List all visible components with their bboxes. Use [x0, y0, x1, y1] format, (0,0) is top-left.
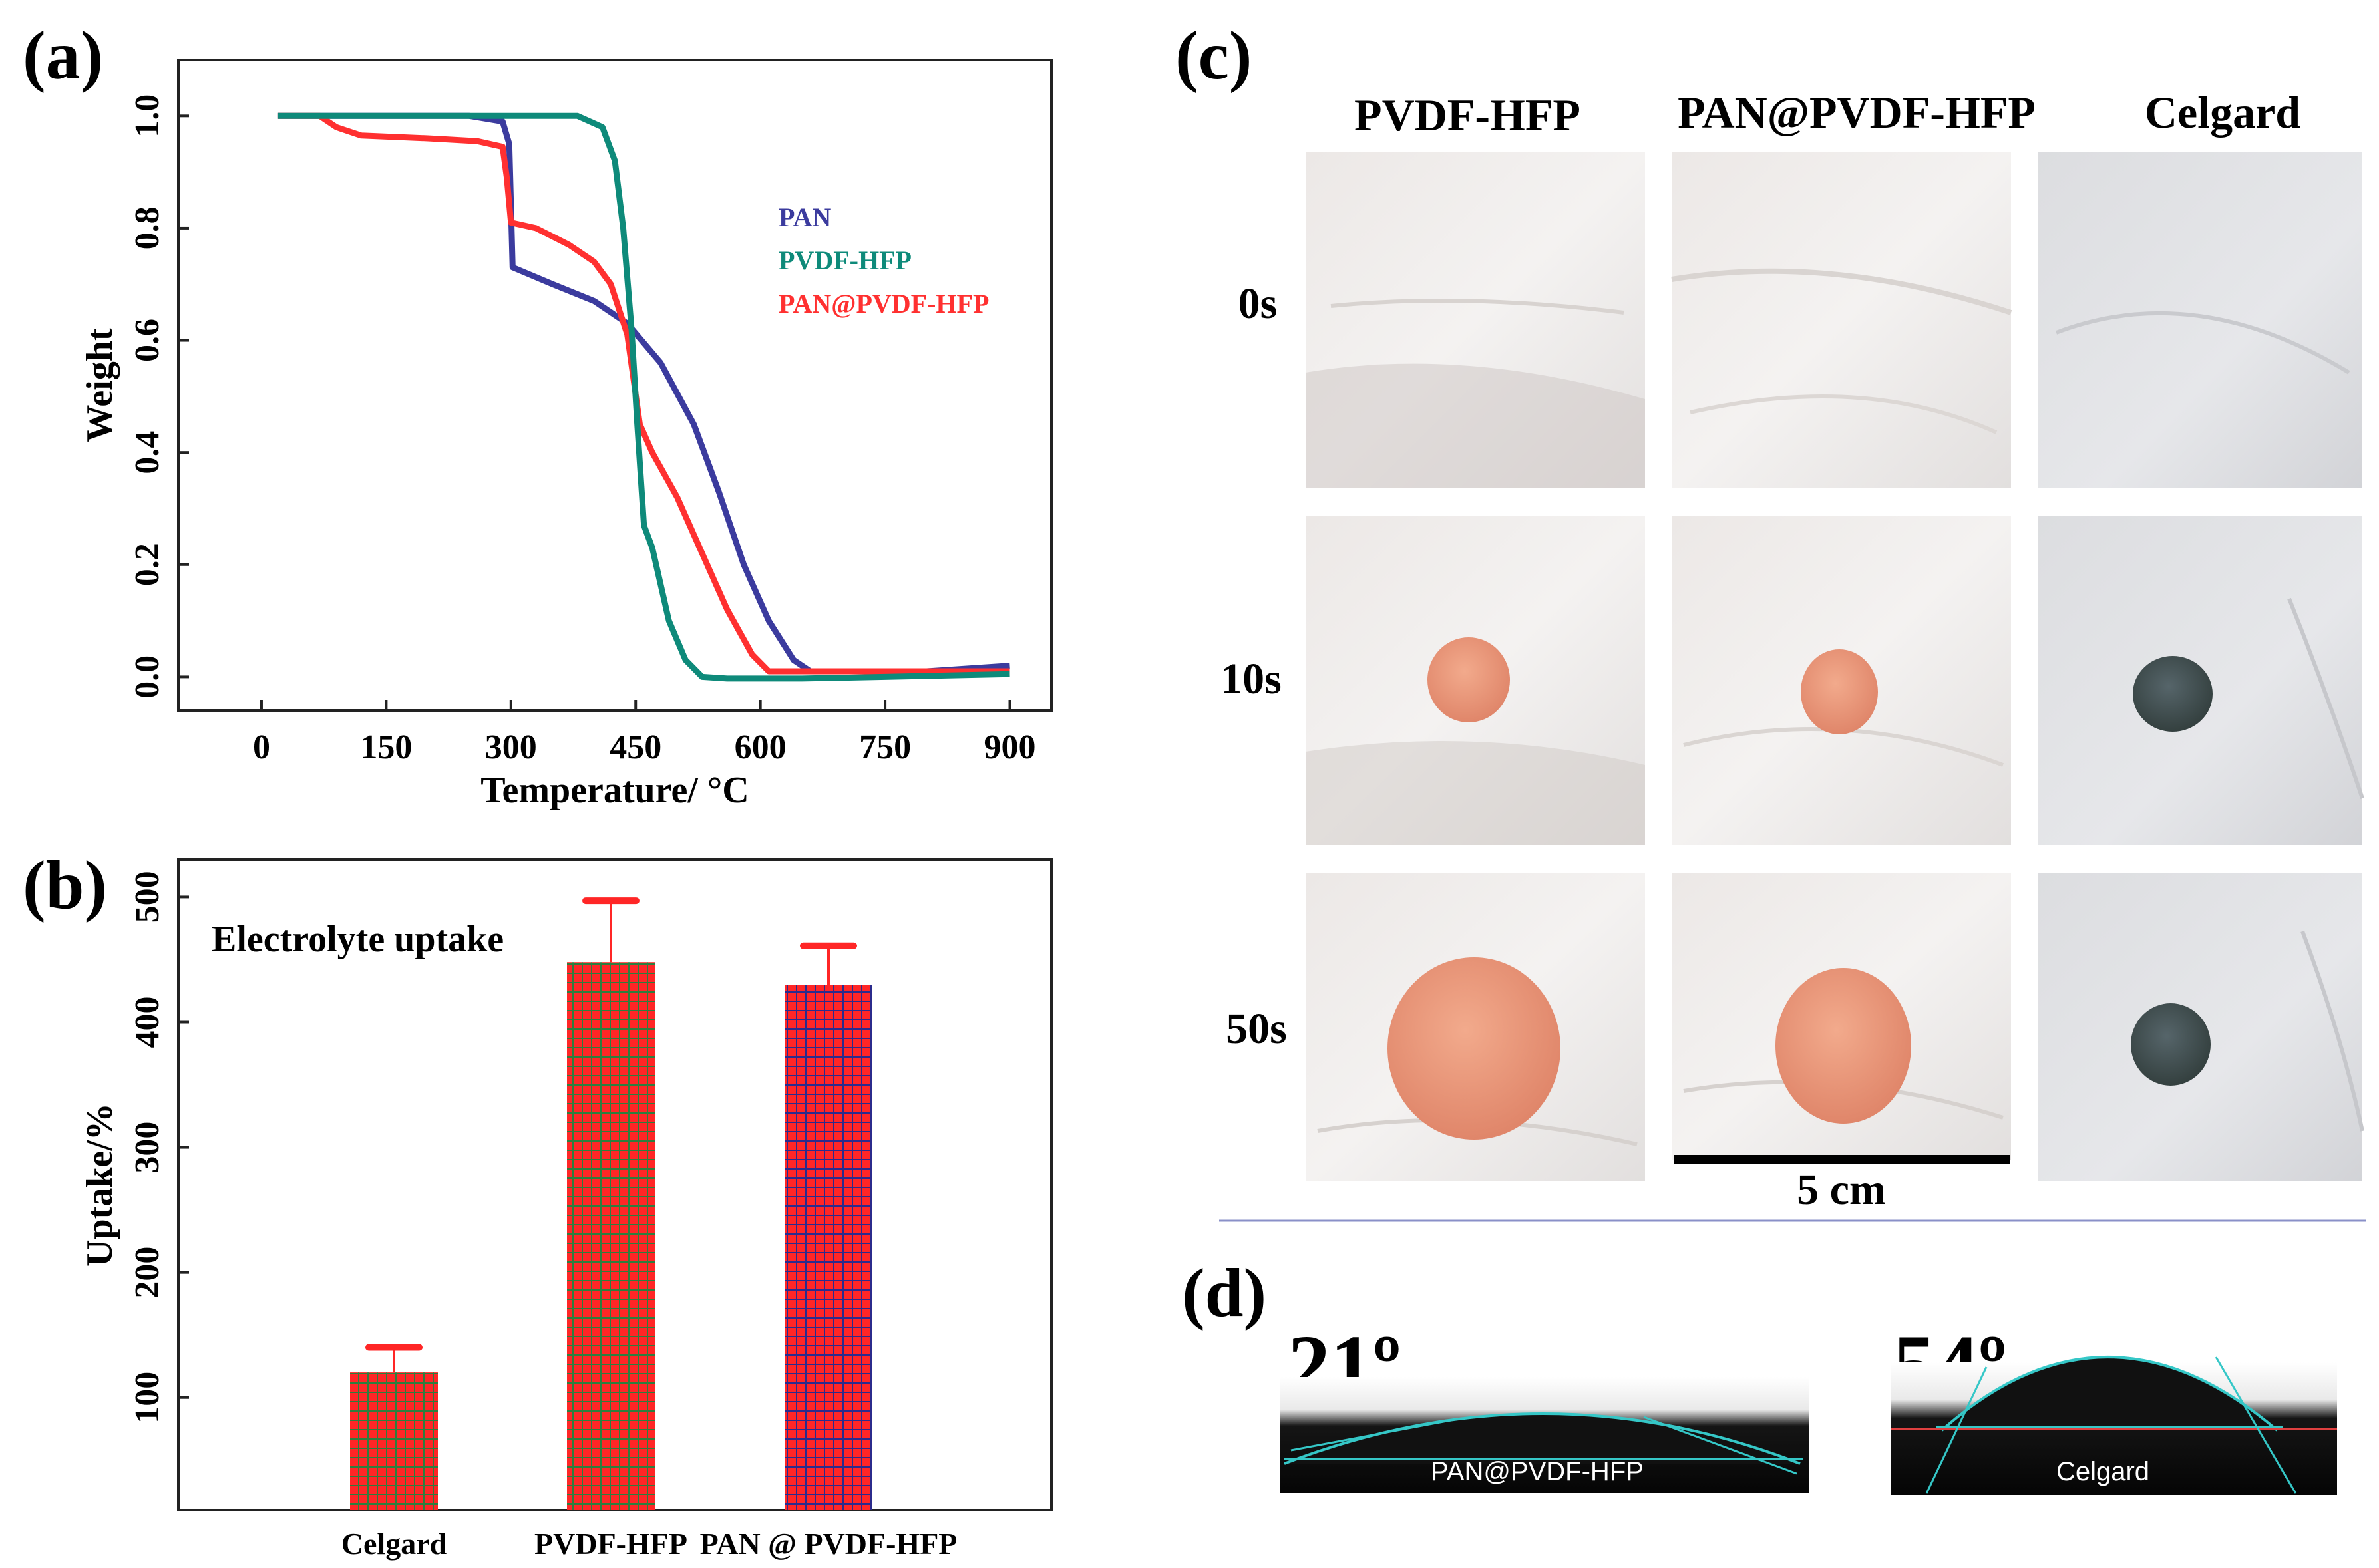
series-line-pvdf-hfp [277, 112, 1010, 682]
x-tick-label: 150 [360, 728, 412, 766]
electrolyte-drop [1427, 637, 1510, 722]
y-tick-label: 1.0 [128, 94, 166, 138]
row-label-10s: 10s [1220, 655, 1282, 703]
row-label-50s: 50s [1226, 1005, 1287, 1053]
bar-pvdf-hfp [567, 962, 655, 1510]
contact-angle-images: 21º PAN@PVDF-HFP 54º Celgard [1280, 1318, 2337, 1495]
y-tick-label: 300 [128, 1122, 166, 1174]
x-axis-title: Temperature/ °C [480, 770, 749, 811]
photo-pvdf-hfp-10s [1306, 516, 1645, 845]
photo-pan-pvdf-hfp-0s [1671, 152, 2012, 488]
y-tick-label: 0.8 [128, 206, 166, 249]
contact-angle-image-celgard: Celgard [1891, 1356, 2337, 1495]
chart-title: Electrolyte uptake [212, 919, 504, 960]
contact-angle-image-pan-pvdf-hfp: PAN@PVDF-HFP [1280, 1377, 1809, 1493]
legend-entry-pvdf-hfp: PVDF-HFP [779, 245, 912, 275]
column-header-celgard: Celgard [2145, 87, 2300, 138]
x-tick-label: 300 [485, 728, 537, 766]
legend-entry-pan-pvdf-hfp: PAN@PVDF-HFP [779, 289, 989, 319]
photo-pan-pvdf-hfp-50s [1672, 873, 2011, 1160]
y-tick-label: 200 [128, 1247, 166, 1299]
electrolyte-drop [1775, 968, 1911, 1124]
column-header-pan-pvdf-hfp: PAN@PVDF-HFP [1678, 87, 2036, 138]
photo-pvdf-hfp-0s [1306, 152, 1645, 488]
photo-celgard-50s [2038, 873, 2364, 1181]
panel-c-label: (c) [1175, 17, 1252, 94]
y-tick-label: 0.0 [128, 655, 166, 699]
uptake-chart: 100 200 300 400 500 Uptake/% Electrolyte uptak… [79, 858, 1053, 1561]
x-category-label: PAN @ PVDF-HFP [700, 1527, 958, 1561]
x-tick-label: 0 [253, 728, 270, 766]
bar-celgard [350, 1372, 438, 1510]
row-label-0s: 0s [1238, 279, 1278, 328]
x-category-label: PVDF-HFP [534, 1527, 687, 1561]
series-line-pan [277, 112, 1010, 675]
photo-pan-pvdf-hfp-10s [1672, 516, 2011, 845]
panel-b-label: (b) [23, 847, 107, 923]
y-tick-label: 500 [128, 871, 166, 923]
electrolyte-drop [2131, 1003, 2211, 1086]
electrolyte-drop [1801, 649, 1878, 734]
x-tick-label: 600 [735, 728, 787, 766]
x-category-label: Celgard [341, 1527, 447, 1561]
y-tick-label: 400 [128, 997, 166, 1048]
photo-celgard-10s [2038, 516, 2364, 845]
scale-bar [1674, 1155, 2010, 1164]
y-tick-label: 0.2 [128, 543, 166, 586]
y-axis-title: Weight [79, 328, 120, 442]
y-tick-label: 100 [128, 1372, 166, 1424]
image-label-celgard: Celgard [2056, 1457, 2149, 1486]
series-line-pan-pvdf-hfp [277, 112, 1010, 675]
y-tick-label: 0.6 [128, 319, 166, 362]
y-axis-title: Uptake/% [79, 1103, 120, 1267]
y-tick-label: 0.4 [128, 431, 166, 474]
photo-pvdf-hfp-50s [1306, 873, 1645, 1181]
image-label-pan-pvdf-hfp: PAN@PVDF-HFP [1431, 1457, 1644, 1486]
plot-frame [177, 59, 1053, 712]
scale-bar-label: 5 cm [1797, 1166, 1886, 1214]
x-tick-label: 750 [859, 728, 911, 766]
bar-pan-pvdf-hfp [785, 985, 872, 1510]
x-tick-label: 450 [610, 728, 661, 766]
panel-a-label: (a) [23, 17, 103, 94]
electrolyte-drop [1387, 957, 1560, 1140]
tga-chart: 0 150 300 450 600 750 900 0.0 0.2 0.4 0.6 0.8 1.0 Tem… [79, 59, 1053, 811]
electrolyte-drop [2133, 656, 2213, 732]
wetting-photo-grid: PVDF-HFP PAN@PVDF-HFP Celgard 0s 10s 50s [1220, 87, 2364, 1214]
column-header-pvdf-hfp: PVDF-HFP [1354, 90, 1580, 140]
panel-d-label: (d) [1182, 1255, 1266, 1331]
photo-celgard-0s [2038, 152, 2362, 488]
legend-entry-pan: PAN [779, 202, 831, 232]
x-tick-label: 900 [984, 728, 1036, 766]
